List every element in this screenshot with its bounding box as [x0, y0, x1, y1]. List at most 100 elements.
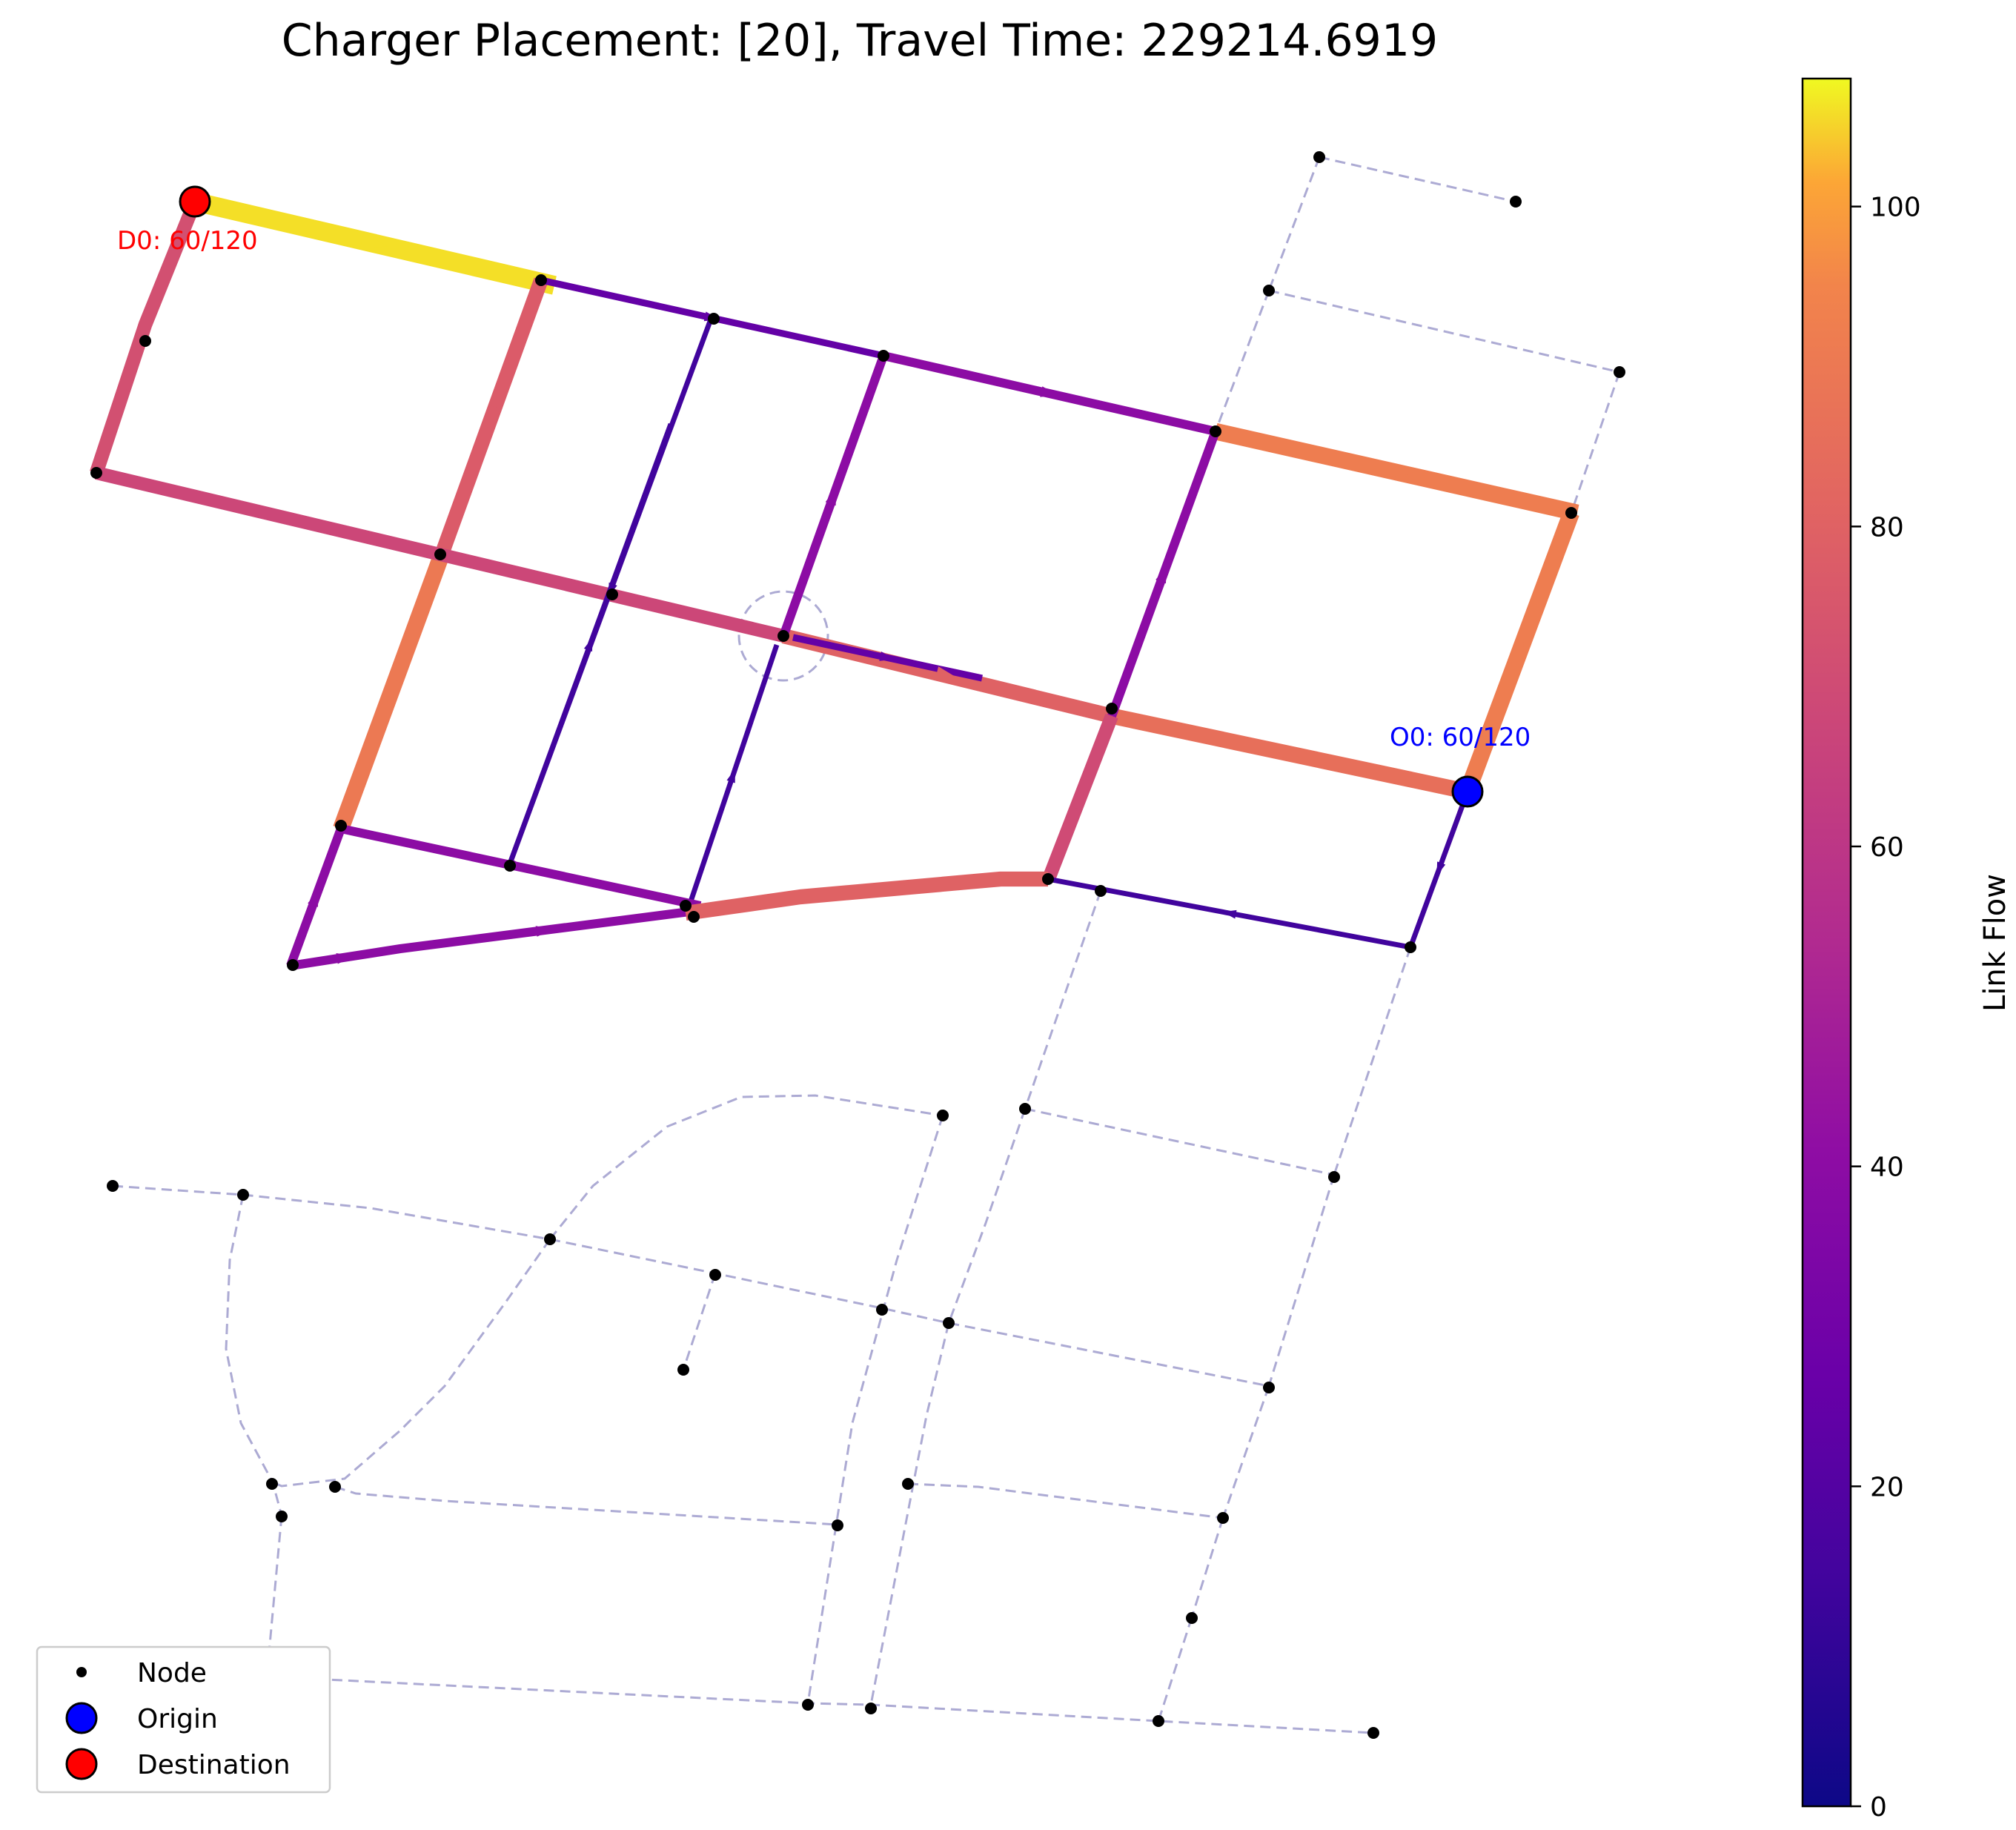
base-link: [334, 1485, 838, 1526]
origin-marker: O0: 60/120: [1390, 723, 1531, 808]
node: [504, 860, 516, 872]
base-link: [112, 1184, 551, 1241]
node: [876, 1304, 888, 1316]
flow-arrowhead: [1508, 640, 1524, 666]
base-link: [272, 1239, 551, 1488]
flow-arrowhead: [825, 488, 837, 506]
node: [680, 900, 692, 912]
node: [107, 1180, 119, 1192]
node: [1263, 1382, 1275, 1393]
colorbar-tick-label: 80: [1870, 512, 1904, 543]
base-link: [1221, 1385, 1270, 1519]
node: [266, 1478, 278, 1490]
base-link: [1214, 290, 1270, 432]
flow-arrowhead: [889, 881, 912, 896]
base-link: [907, 1482, 1224, 1519]
base-link: [682, 1273, 717, 1370]
node: [1106, 703, 1118, 715]
node: [1313, 151, 1325, 163]
legend-node-marker: [76, 1667, 87, 1677]
node: [777, 630, 789, 642]
flow-arrowhead: [1040, 386, 1058, 397]
node: [1328, 1171, 1340, 1183]
node: [1367, 1727, 1379, 1739]
flow-links: [90, 192, 1579, 970]
node: [677, 1364, 689, 1376]
legend-box: [36, 1645, 331, 1794]
node: [1565, 507, 1577, 519]
origin-label: O0: 60/120: [1390, 723, 1531, 752]
origin-circle: [1451, 775, 1484, 808]
base-link: [1024, 1107, 1335, 1176]
node: [1510, 196, 1522, 208]
node: [329, 1481, 341, 1493]
flow-arrowhead: [487, 404, 502, 428]
node: [1153, 1715, 1164, 1727]
legend-origin-marker: [65, 1702, 98, 1734]
node: [287, 959, 299, 971]
colorbar-tick-label: 20: [1870, 1472, 1904, 1502]
flow-link: [90, 199, 202, 475]
node: [335, 820, 347, 832]
figure-title: Charger Placement: [20], Travel Time: 22…: [282, 15, 1438, 67]
flow-arrowhead: [535, 926, 554, 937]
node: [1614, 366, 1625, 378]
base-link: [1570, 371, 1621, 514]
flow-arrowhead: [1012, 872, 1036, 886]
node: [709, 1269, 721, 1281]
node: [1217, 1512, 1229, 1524]
flow-arrowhead: [731, 899, 755, 914]
destination-circle: [179, 185, 211, 218]
node: [832, 1519, 843, 1531]
base-link: [1267, 156, 1321, 291]
flow-arrowhead: [308, 889, 319, 907]
flow-arrowhead: [1382, 462, 1408, 477]
legend-destination-marker: [65, 1748, 98, 1780]
colorbar-tick-label: 100: [1870, 193, 1921, 223]
base-link: [266, 1675, 1374, 1734]
node: [90, 467, 102, 479]
node: [1210, 425, 1221, 437]
colorbar-ticks: 0 20 40 60 80 100: [1851, 193, 1921, 1823]
node: [276, 1511, 288, 1522]
node: [544, 1233, 556, 1245]
base-link: [1190, 1517, 1224, 1618]
node: [943, 1317, 955, 1329]
base-link: [1267, 1174, 1336, 1387]
flow-arrows: [117, 232, 1524, 964]
colorbar-tick-label: 40: [1870, 1153, 1904, 1183]
base-link: [548, 1094, 944, 1240]
base-link: [1333, 947, 1412, 1176]
node: [878, 350, 889, 362]
node: [1019, 1103, 1031, 1115]
node: [139, 335, 151, 347]
destination-label: D0: 60/120: [117, 226, 258, 256]
flow-arrowhead: [583, 637, 593, 652]
node: [237, 1189, 249, 1201]
base-link: [869, 1322, 950, 1705]
colorbar-tick-label: 60: [1870, 832, 1904, 863]
flow-arrowhead: [1222, 909, 1237, 919]
legend-destination-label: Destination: [137, 1750, 291, 1780]
base-link: [806, 1115, 944, 1704]
base-link: [549, 1238, 1270, 1388]
flow-arrowhead: [1436, 861, 1446, 876]
flow-arrowhead: [387, 677, 403, 703]
node: [708, 313, 720, 325]
flow-arrowhead: [117, 386, 131, 409]
base-link: [1024, 890, 1102, 1110]
node: [535, 274, 547, 286]
flow-arrowhead: [935, 666, 959, 680]
flow-arrowhead: [359, 232, 388, 249]
base-link: [1157, 1617, 1193, 1722]
node: [1263, 285, 1275, 296]
node: [802, 1699, 814, 1711]
flow-arrowhead: [1276, 744, 1302, 759]
node: [688, 911, 700, 923]
base-loop: [737, 590, 829, 682]
node: [1042, 873, 1054, 885]
flow-arrowhead: [1070, 788, 1084, 811]
node: [902, 1478, 914, 1490]
node: [1186, 1612, 1198, 1624]
